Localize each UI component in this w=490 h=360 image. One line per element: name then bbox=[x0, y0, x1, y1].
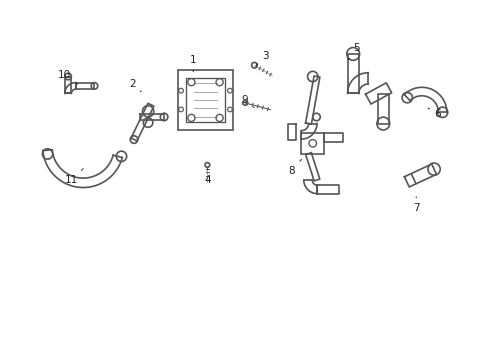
Text: 4: 4 bbox=[204, 169, 211, 185]
Text: 1: 1 bbox=[190, 55, 196, 72]
Bar bbox=[186, 78, 225, 122]
Text: 11: 11 bbox=[64, 169, 83, 185]
Bar bbox=[301, 133, 324, 154]
Text: 3: 3 bbox=[256, 51, 269, 65]
Bar bbox=[178, 71, 233, 130]
Text: 9: 9 bbox=[242, 95, 254, 108]
Text: 7: 7 bbox=[413, 197, 419, 213]
Text: 8: 8 bbox=[289, 159, 301, 176]
Text: 6: 6 bbox=[428, 108, 441, 119]
Text: 2: 2 bbox=[129, 79, 141, 92]
Text: 5: 5 bbox=[348, 43, 359, 59]
Text: 10: 10 bbox=[58, 69, 77, 84]
